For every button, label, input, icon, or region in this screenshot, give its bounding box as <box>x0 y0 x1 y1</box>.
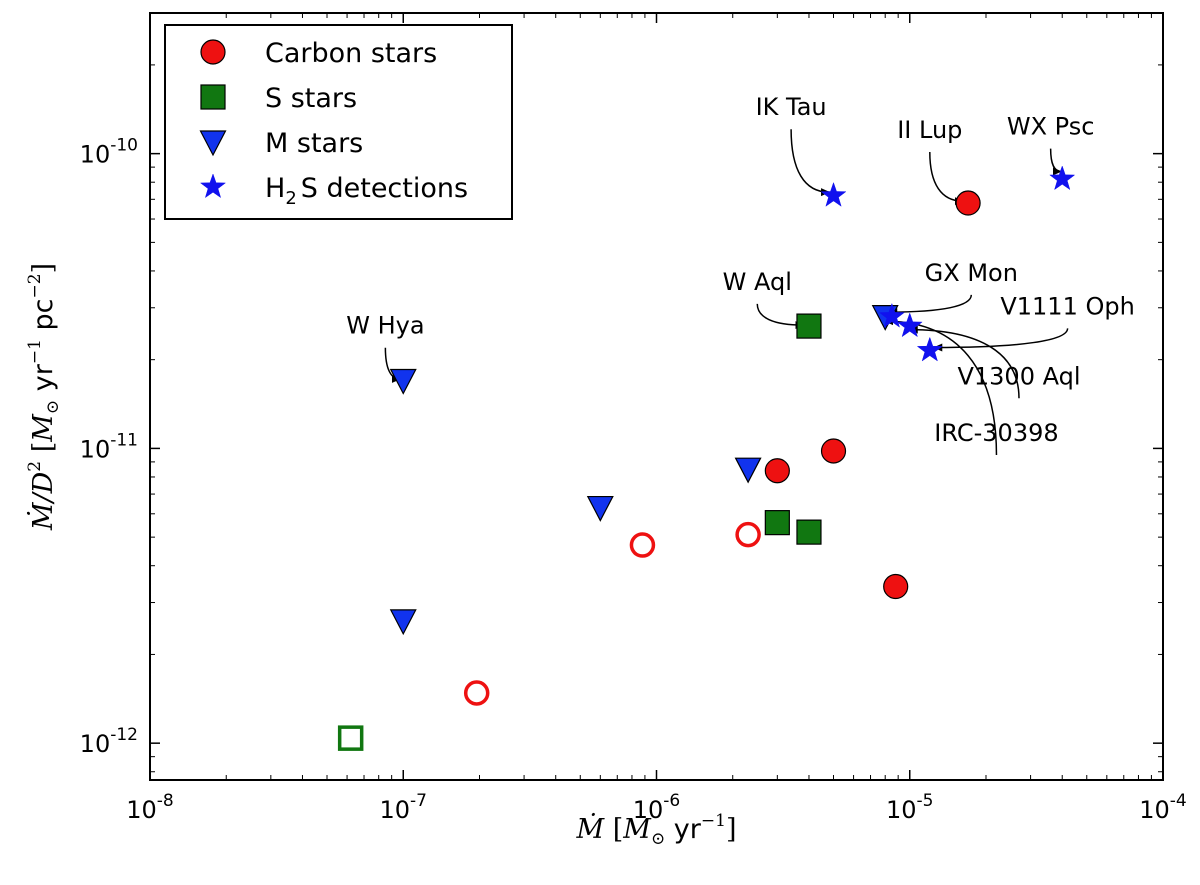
x-tick-label: 10-6 <box>633 791 681 824</box>
m-point <box>586 495 614 522</box>
annotation-arrow <box>756 303 805 330</box>
annotation-arrow <box>1049 148 1062 176</box>
annotation-label: V1111 Oph <box>1000 292 1134 320</box>
carbon-point <box>820 438 847 464</box>
s-point <box>764 510 790 536</box>
annotation-label: W Hya <box>346 312 424 340</box>
carbon-point <box>955 190 981 216</box>
legend-marker-carbon <box>200 39 226 65</box>
tick-labels: 10-8 10-7 10-6 10-5 10-4 10-12 10-11 10-10 <box>80 136 1187 824</box>
h2s-point <box>878 302 905 328</box>
m-point <box>734 457 762 484</box>
x-tick-label: 10-8 <box>126 791 174 824</box>
annotation-label: WX Psc <box>1007 113 1095 141</box>
x-tick-label: 10-7 <box>380 791 428 824</box>
h2s-point <box>1049 165 1076 191</box>
legend-marker-h2s <box>199 173 227 199</box>
data-points <box>337 165 1076 751</box>
legend-label: S stars <box>265 83 357 114</box>
annotation-arrow <box>908 325 1020 399</box>
annotation-label: IK Tau <box>756 93 827 121</box>
carbon-point <box>883 573 909 600</box>
y-axis-label: Ṁ/D2 [M⊙ yr−1 pc−2] <box>25 263 63 531</box>
annotations: IK Tau II Lup WX Psc W Aql W Hya GX Mon V1111 … <box>346 93 1135 455</box>
x-tick-label: 10-5 <box>886 791 934 824</box>
annotation-label: II Lup <box>897 116 962 144</box>
h2s-point <box>896 312 923 338</box>
annotation-label: IRC-30398 <box>934 419 1058 447</box>
y-tick-label: 10-10 <box>80 136 138 169</box>
legend-label: M stars <box>265 128 363 159</box>
carbon-point <box>735 521 761 548</box>
legend-label: Carbon stars <box>265 38 437 69</box>
s-point <box>796 519 822 545</box>
h2s-point <box>916 336 943 362</box>
m-point <box>389 368 417 395</box>
plot-frame <box>149 12 1164 781</box>
s-point <box>337 725 364 751</box>
y-tick-label: 10-11 <box>80 430 138 463</box>
y-tick-label: 10-12 <box>80 725 138 758</box>
annotation-label: GX Mon <box>925 259 1018 287</box>
carbon-point <box>764 458 790 484</box>
x-axis-label: Ṁ [M⊙ yr−1] <box>576 811 737 849</box>
legend-label: H2 S detections <box>265 173 468 209</box>
legend: Carbon stars S stars M stars H2 S detections <box>164 24 513 220</box>
annotation-label: V1300 Aql <box>957 362 1080 390</box>
legend-marker-m <box>199 130 227 157</box>
h2s-point <box>820 181 847 207</box>
carbon-point <box>463 680 490 706</box>
annotation-label: W Aql <box>723 268 792 296</box>
annotation-arrow <box>933 328 1069 352</box>
legend-marker-s <box>200 84 226 110</box>
s-point <box>796 313 822 339</box>
annotation-arrow <box>888 294 973 317</box>
x-tick-label: 10-4 <box>1139 791 1187 824</box>
m-point <box>389 609 417 636</box>
carbon-point <box>629 532 656 558</box>
